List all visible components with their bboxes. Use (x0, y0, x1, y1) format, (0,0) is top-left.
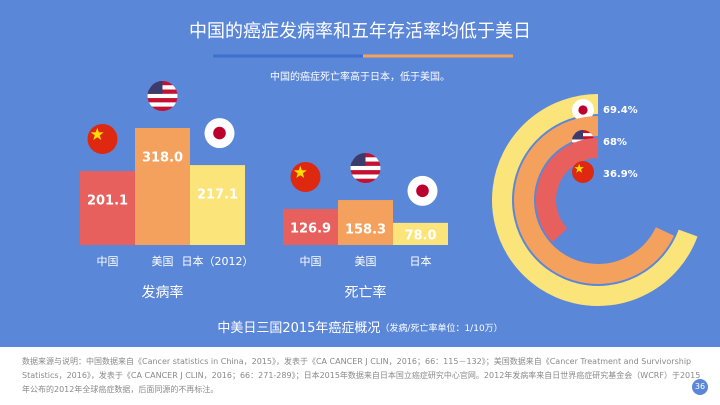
flag-canton (350, 153, 366, 166)
flag-stripe (350, 178, 381, 184)
flag-stripe (147, 106, 178, 111)
flag-star (293, 165, 307, 178)
caption-main: 中美日三国2015年癌症概况 (217, 320, 380, 336)
flag-stripe (147, 102, 178, 107)
flag-bg (290, 161, 321, 192)
page-number: 36 (692, 379, 708, 395)
ring-arc (536, 138, 599, 243)
category-label: 中国 (300, 255, 322, 268)
ring-arc (492, 94, 698, 306)
value-label: 158.3 (345, 223, 386, 238)
flag-canton (572, 130, 583, 140)
flag-stripe (350, 165, 381, 171)
category-label: 中国 (97, 255, 119, 268)
flag-stripe (350, 174, 381, 179)
flag (572, 99, 594, 121)
category-label: 美国 (355, 255, 377, 268)
bar (338, 200, 393, 245)
flag-star (90, 127, 104, 140)
source-note: 数据来源与说明：中国数据来自《Cancer statistics in Chin… (22, 357, 701, 394)
value-label: 126.9 (290, 221, 331, 236)
flag-stripe (350, 170, 381, 175)
ring-arc (514, 116, 674, 284)
flag (350, 153, 381, 184)
axis-label: 发病率 (142, 284, 184, 301)
category-label: 日本 (410, 254, 432, 268)
bar (283, 208, 338, 245)
flag-star (574, 163, 584, 173)
value-label: 217.1 (197, 188, 238, 203)
flag (147, 80, 178, 111)
value-label: 201.1 (87, 193, 128, 208)
category-label: 美国 (152, 255, 174, 268)
flag-sun (213, 126, 226, 140)
caption: 中美日三国2015年癌症概况（发病/死亡率单位：1/10万） (217, 320, 502, 336)
bar (393, 222, 448, 245)
flag-sun (578, 105, 588, 115)
flag-canton (147, 80, 163, 94)
flag (572, 161, 594, 183)
caption-note: （发病/死亡率单位：1/10万） (380, 322, 502, 334)
value-label: 78.0 (404, 228, 436, 243)
subtitle: 中国的癌症死亡率高于日本，低于美国。 (270, 70, 450, 83)
flag (407, 175, 438, 206)
bar (135, 127, 190, 245)
flag-stripe (147, 93, 178, 99)
flag-body (350, 153, 381, 184)
flag (87, 123, 118, 154)
flag-bg (87, 123, 118, 154)
bar (80, 170, 135, 245)
bar (190, 165, 245, 245)
flag-sun (416, 184, 429, 198)
flag-bg (572, 161, 594, 183)
footer: 数据来源与说明：中国数据来自《Cancer statistics in Chin… (0, 347, 720, 405)
category-label: 日本（2012） (182, 254, 254, 268)
value-label: 68% (603, 137, 627, 148)
chart: 中国的癌症发病率和五年存活率均低于美日 中国的癌症死亡率高于日本，低于美国。 中… (80, 21, 698, 336)
value-label: 36.9% (603, 169, 638, 180)
value-label: 318.0 (142, 150, 183, 165)
flag-stripe (147, 98, 178, 103)
flag-body (147, 80, 178, 111)
axis-label: 死亡率 (345, 284, 387, 301)
value-label: 69.4% (603, 105, 638, 116)
flag (290, 161, 321, 192)
flag (204, 118, 235, 149)
title: 中国的癌症发病率和五年存活率均低于美日 (189, 21, 531, 42)
